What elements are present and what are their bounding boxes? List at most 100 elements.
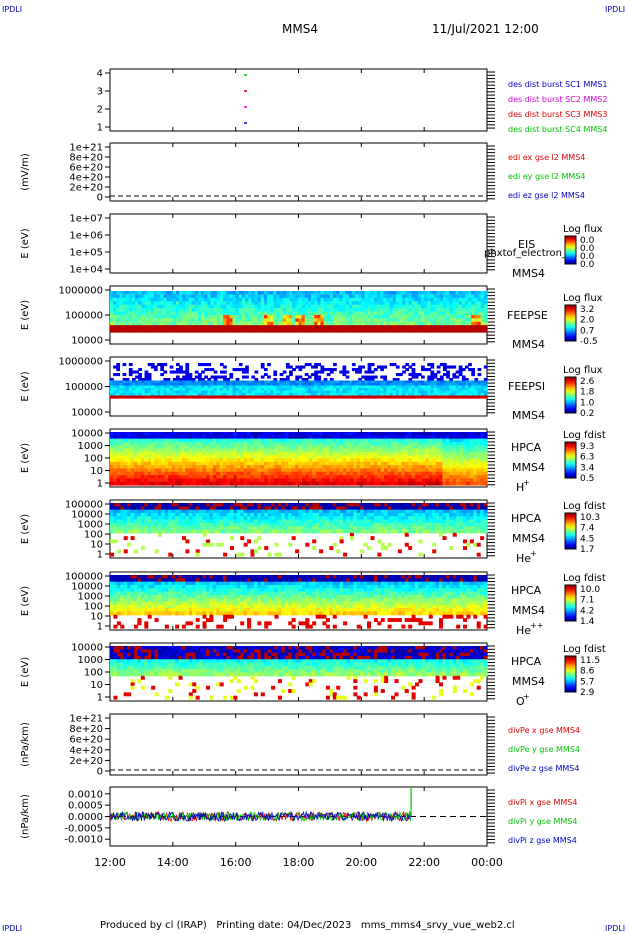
spectro-cell	[166, 308, 171, 313]
spectro-cell	[356, 432, 361, 436]
spectro-cell	[116, 432, 121, 436]
spectro-cell	[477, 314, 482, 319]
spectro-cell	[157, 522, 163, 527]
spectro-cell	[427, 304, 432, 309]
spectro-cell	[358, 294, 362, 299]
spectro-cell	[144, 321, 149, 326]
spectro-cell	[150, 390, 155, 394]
spectro-cell	[131, 301, 136, 306]
spectro-cell	[199, 471, 204, 476]
spectro-cell	[219, 291, 224, 296]
spectro-cell	[276, 388, 281, 392]
spectro-cell	[401, 458, 406, 463]
spectro-cell	[435, 438, 440, 443]
spectro-cell	[140, 432, 145, 436]
spectro-cell	[210, 393, 215, 397]
spectro-cell	[194, 311, 199, 316]
spectro-cell	[127, 435, 132, 440]
spectro-cell	[301, 481, 306, 486]
spectro-cell	[207, 301, 212, 306]
spectro-cell	[477, 311, 482, 316]
spectro-cell	[285, 325, 290, 330]
spectro-cell	[377, 471, 382, 476]
spectro-cell	[408, 448, 413, 453]
spectro-cell	[219, 435, 224, 440]
spectro-cell	[311, 388, 315, 392]
spectro-cell	[195, 509, 200, 514]
spectro-cell	[395, 311, 400, 316]
spectro-cell	[314, 325, 318, 330]
spectro-cell	[367, 368, 372, 372]
spectro-cell	[307, 393, 312, 397]
spectro-cell	[399, 308, 403, 313]
spectro-cell	[113, 304, 117, 309]
spectro-cell	[116, 512, 121, 517]
spectro-cell	[405, 291, 410, 296]
spectro-cell	[137, 432, 142, 436]
spectro-cell	[219, 432, 224, 436]
spectro-cell	[414, 321, 419, 326]
spectro-cell	[229, 385, 234, 389]
spectro-cell	[380, 395, 384, 399]
spectro-cell	[373, 388, 378, 392]
spectro-cell	[150, 314, 155, 319]
spectro-cell	[373, 304, 378, 309]
spectro-cell	[377, 321, 381, 326]
spectro-cell	[471, 311, 476, 316]
spectro-cell	[474, 318, 479, 323]
spectro-cell	[361, 308, 366, 313]
spectro-cell	[113, 321, 117, 326]
spectro-cell	[119, 380, 124, 384]
spectro-cell	[333, 388, 337, 392]
spectro-cell	[348, 304, 353, 309]
spectro-cell	[185, 383, 190, 387]
spectro-cell	[295, 365, 300, 369]
spectro-cell	[169, 301, 174, 306]
spectro-cell	[456, 471, 461, 476]
spectro-cell	[125, 301, 130, 306]
spectro-cell	[373, 291, 378, 296]
spectro-cell	[346, 481, 351, 486]
spectro-cell	[223, 461, 228, 466]
spectro-cell	[229, 311, 234, 316]
spectro-cell	[116, 455, 121, 460]
spectro-cell	[197, 393, 202, 397]
spectro-cell	[333, 395, 337, 399]
spectro-cell	[144, 325, 149, 330]
eis-ytick-label: 1e+06	[69, 231, 103, 242]
spectro-cell	[179, 393, 183, 397]
spectro-cell	[144, 481, 149, 486]
spectro-cell	[130, 503, 135, 507]
spectro-cell	[168, 432, 173, 436]
spectro-cell	[446, 297, 450, 302]
spectro-cell	[425, 458, 430, 463]
spectro-cell	[471, 297, 476, 302]
spectro-cell	[418, 435, 423, 440]
spectro-cell	[260, 458, 265, 463]
spectro-cell	[285, 291, 290, 296]
spectro-cell	[329, 321, 334, 326]
spectro-cell	[483, 438, 488, 443]
spectro-cell	[373, 448, 378, 453]
spectro-cell	[241, 393, 246, 397]
spectro-cell	[144, 519, 149, 524]
spectro-cell	[449, 448, 454, 453]
spectro-cell	[192, 516, 197, 521]
spectro-cell	[387, 448, 392, 453]
spectro-cell	[188, 522, 193, 527]
feepsi-colorbar-title: Log flux	[563, 365, 603, 376]
spectro-cell	[291, 458, 296, 463]
spectro-cell	[179, 301, 183, 306]
spectro-cell	[284, 451, 289, 456]
spectro-cell	[395, 294, 400, 299]
spectro-cell	[449, 314, 454, 319]
spectro-cell	[182, 375, 186, 379]
spectro-cell	[163, 308, 168, 313]
spectro-cell	[395, 321, 400, 326]
spectro-cell	[257, 385, 262, 389]
spectro-cell	[465, 304, 469, 309]
spectro-cell	[329, 448, 334, 453]
spectro-cell	[128, 380, 133, 384]
spectro-cell	[175, 301, 180, 306]
spectro-cell	[289, 291, 293, 296]
